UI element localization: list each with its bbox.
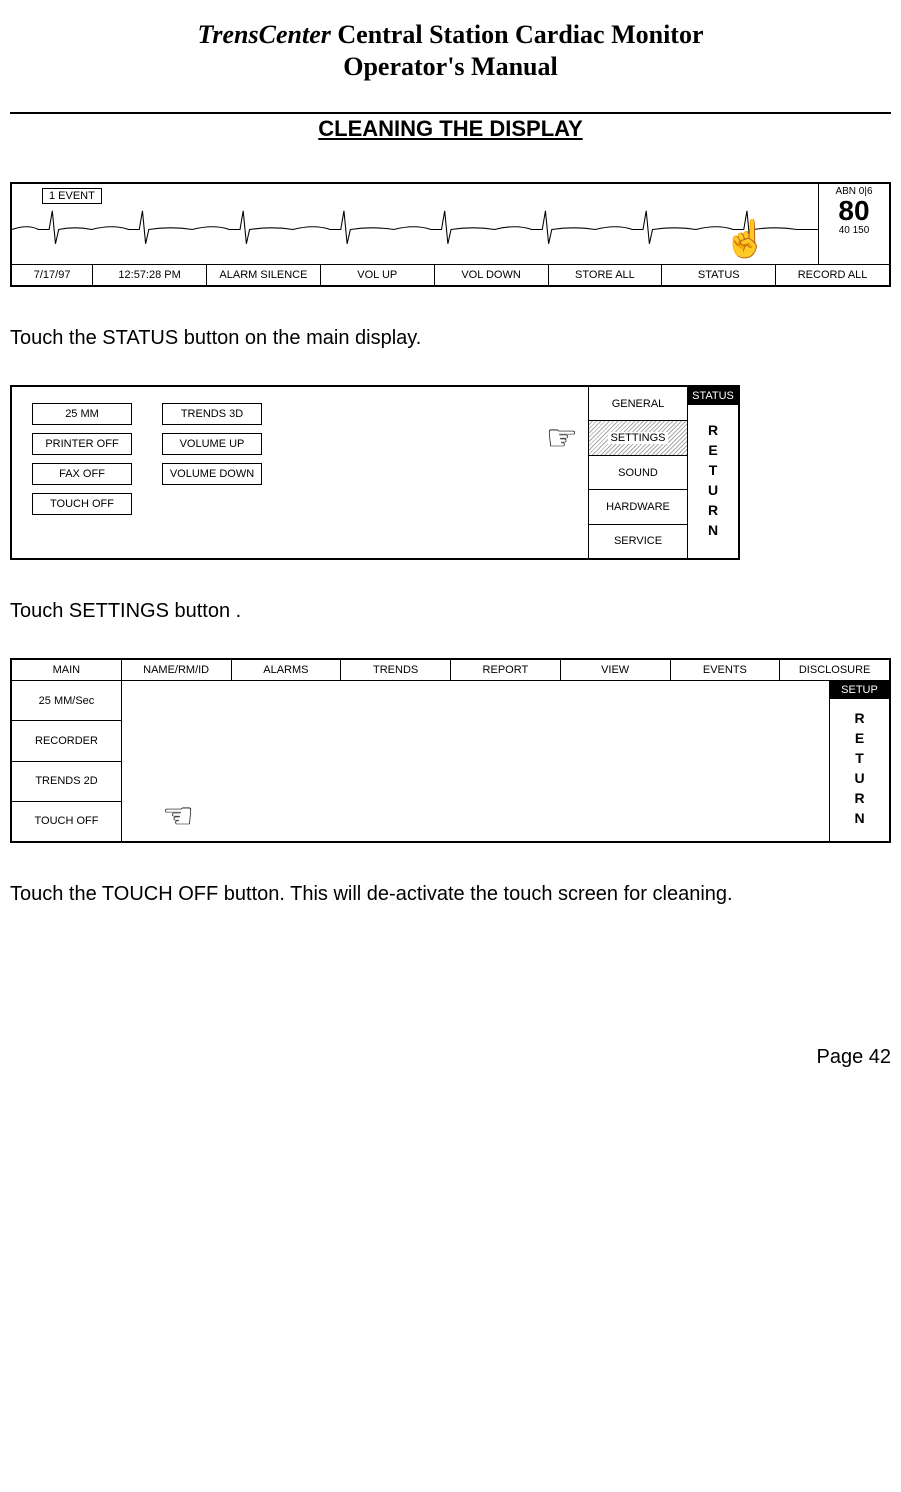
figure-3-setup-menu: MAIN NAME/RM/ID ALARMS TRENDS REPORT VIE… xyxy=(10,658,891,843)
general-button[interactable]: GENERAL xyxy=(589,387,687,421)
manual-title: Operator's Manual xyxy=(10,52,891,82)
tab-view[interactable]: VIEW xyxy=(561,660,671,680)
tab-name-rm-id[interactable]: NAME/RM/ID xyxy=(122,660,232,680)
time-button[interactable]: 12:57:28 PM xyxy=(93,265,207,285)
tab-report[interactable]: REPORT xyxy=(451,660,561,680)
vol-up-button[interactable]: VOL UP xyxy=(321,265,435,285)
store-all-button[interactable]: STORE ALL xyxy=(549,265,663,285)
volume-down-button[interactable]: VOLUME DOWN xyxy=(162,463,262,485)
title-line-1: TrensCenter Central Station Cardiac Moni… xyxy=(10,20,891,50)
figure-2-status-menu: 25 MM PRINTER OFF FAX OFF TOUCH OFF TREN… xyxy=(10,385,740,560)
return-button[interactable]: RETURN xyxy=(830,699,889,841)
pointing-hand-icon: ☝ xyxy=(723,218,768,260)
waveform-area: 1 EVENT ☝ xyxy=(12,184,819,264)
recorder-button[interactable]: RECORDER xyxy=(12,721,121,761)
instruction-1: Touch the STATUS button on the main disp… xyxy=(10,327,891,350)
instruction-3: Touch the TOUCH OFF button. This will de… xyxy=(10,883,891,906)
page-number: Page 42 xyxy=(10,1046,891,1069)
status-button[interactable]: STATUS xyxy=(662,265,776,285)
volume-up-button[interactable]: VOLUME UP xyxy=(162,433,262,455)
page-header: TrensCenter Central Station Cardiac Moni… xyxy=(10,20,891,82)
tab-disclosure[interactable]: DISCLOSURE xyxy=(780,660,889,680)
return-button[interactable]: RETURN xyxy=(688,405,738,558)
25mm-button[interactable]: 25 MM xyxy=(32,403,132,425)
fig1-button-bar: 7/17/97 12:57:28 PM ALARM SILENCE VOL UP… xyxy=(12,264,889,285)
sound-button[interactable]: SOUND xyxy=(589,456,687,490)
date-button[interactable]: 7/17/97 xyxy=(12,265,93,285)
tab-alarms[interactable]: ALARMS xyxy=(232,660,342,680)
status-header: STATUS xyxy=(688,387,738,405)
product-name: TrensCenter xyxy=(197,20,330,49)
fax-off-button[interactable]: FAX OFF xyxy=(32,463,132,485)
touch-off-button[interactable]: TOUCH OFF xyxy=(12,802,121,841)
instruction-2: Touch SETTINGS button . xyxy=(10,600,891,623)
hardware-button[interactable]: HARDWARE xyxy=(589,490,687,524)
25mm-sec-button[interactable]: 25 MM/Sec xyxy=(12,681,121,721)
pointing-hand-icon: ☞ xyxy=(546,417,578,459)
pointing-hand-icon: ☜ xyxy=(162,795,194,837)
alarm-silence-button[interactable]: ALARM SILENCE xyxy=(207,265,321,285)
fig2-col2: TRENDS 3D VOLUME UP VOLUME DOWN xyxy=(162,403,262,548)
service-button[interactable]: SERVICE xyxy=(589,525,687,558)
section-header: CLEANING THE DISPLAY xyxy=(10,112,891,142)
tab-main[interactable]: MAIN xyxy=(12,660,122,680)
fig2-mid-menu: GENERAL SETTINGS SOUND HARDWARE SERVICE xyxy=(588,387,688,558)
fig2-col1: 25 MM PRINTER OFF FAX OFF TOUCH OFF xyxy=(32,403,132,548)
printer-off-button[interactable]: PRINTER OFF xyxy=(32,433,132,455)
tab-events[interactable]: EVENTS xyxy=(671,660,781,680)
trends-3d-button[interactable]: TRENDS 3D xyxy=(162,403,262,425)
fig2-right-panel: STATUS RETURN xyxy=(688,387,738,558)
settings-button[interactable]: SETTINGS xyxy=(589,421,687,455)
fig3-center-area: ☜ xyxy=(122,681,829,841)
heart-rate: 80 xyxy=(819,197,889,225)
hr-range: 40 150 xyxy=(819,225,889,236)
fig3-left-menu: 25 MM/Sec RECORDER TRENDS 2D TOUCH OFF xyxy=(12,681,122,841)
fig3-tabs: MAIN NAME/RM/ID ALARMS TRENDS REPORT VIE… xyxy=(12,660,889,681)
record-all-button[interactable]: RECORD ALL xyxy=(776,265,889,285)
figure-1-main-display: 1 EVENT ☝ ABN 0|6 80 40 150 7/17/97 12:5… xyxy=(10,182,891,287)
fig2-left-area: 25 MM PRINTER OFF FAX OFF TOUCH OFF TREN… xyxy=(12,387,588,558)
trends-2d-button[interactable]: TRENDS 2D xyxy=(12,762,121,802)
vitals-panel: ABN 0|6 80 40 150 xyxy=(819,184,889,264)
touch-off-button[interactable]: TOUCH OFF xyxy=(32,493,132,515)
vol-down-button[interactable]: VOL DOWN xyxy=(435,265,549,285)
product-desc: Central Station Cardiac Monitor xyxy=(337,20,703,49)
fig3-right-panel: SETUP RETURN xyxy=(829,681,889,841)
ecg-waveform xyxy=(12,202,818,257)
tab-trends[interactable]: TRENDS xyxy=(341,660,451,680)
setup-header: SETUP xyxy=(830,681,889,699)
